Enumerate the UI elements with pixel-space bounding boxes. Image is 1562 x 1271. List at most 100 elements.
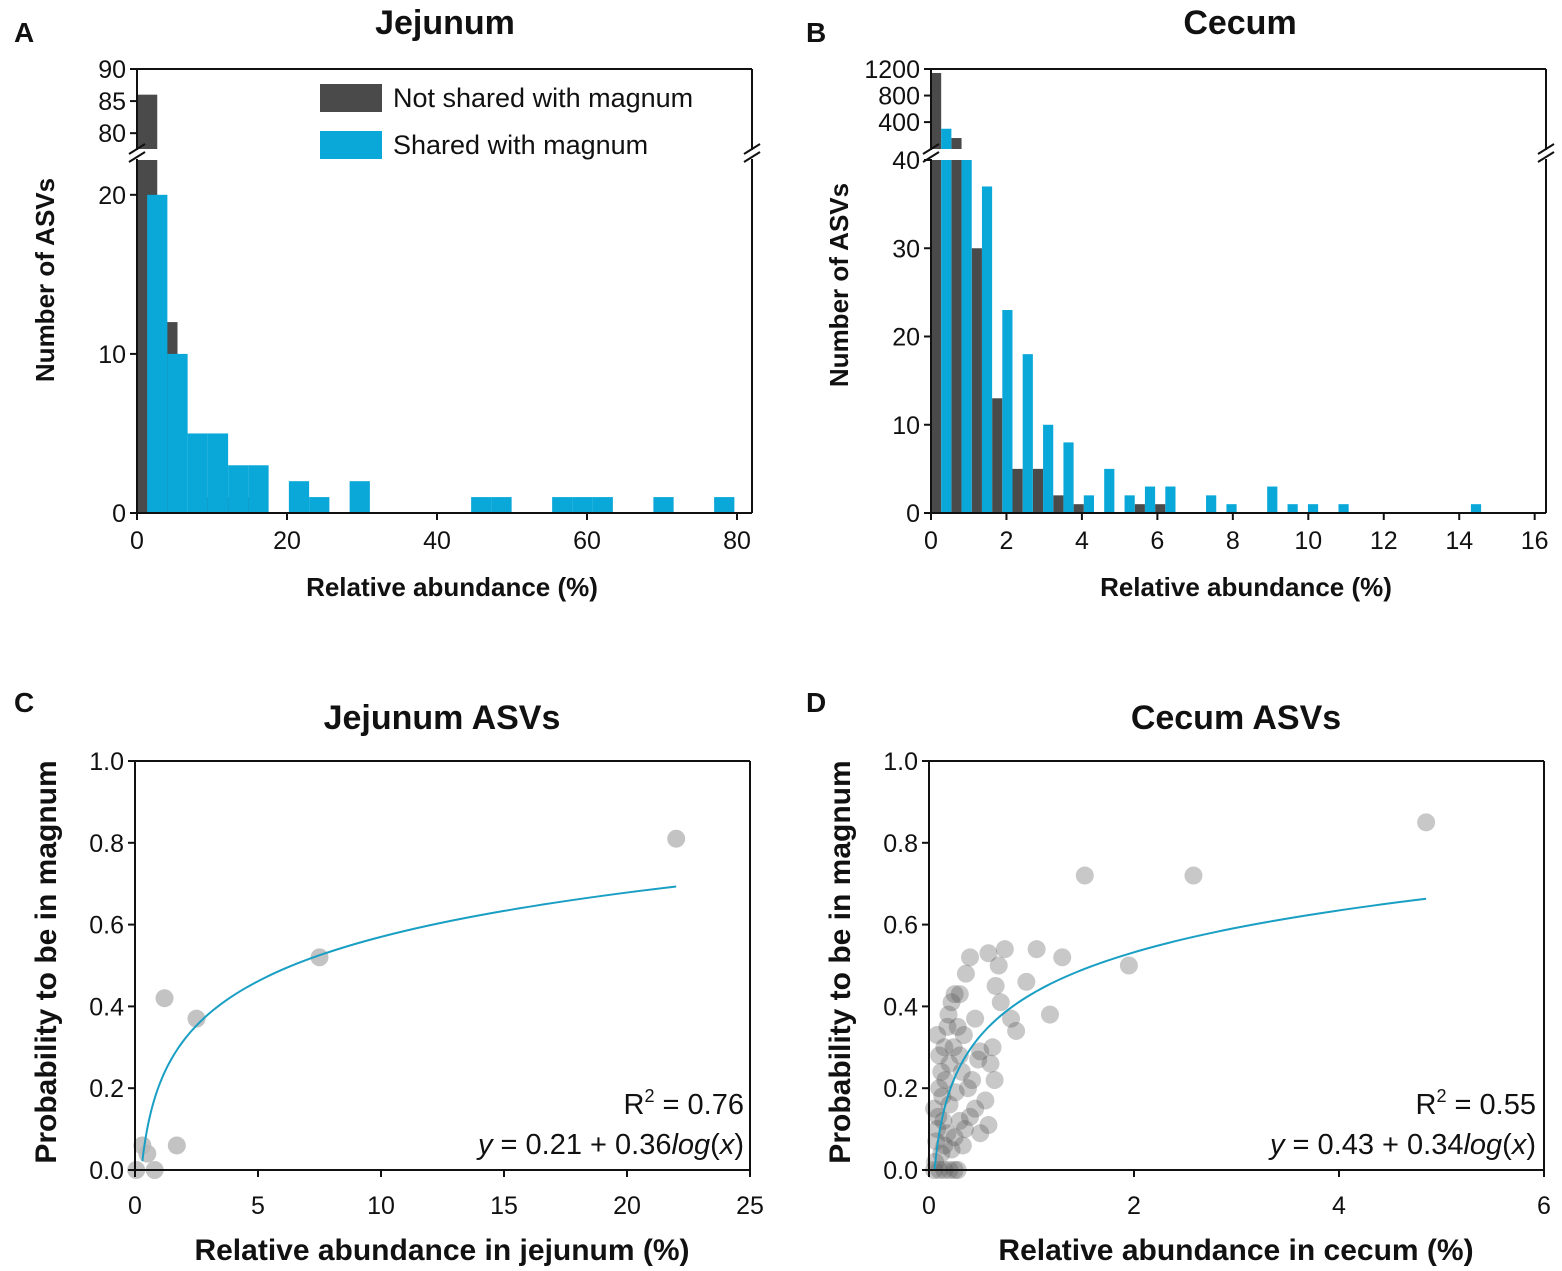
legend-swatch-not-shared <box>320 84 382 112</box>
b-y-tick-label-upper-0: 400 <box>878 109 920 137</box>
d-point-55 <box>938 1124 957 1143</box>
c-x-tick-label-2: 10 <box>367 1192 395 1220</box>
b-bar-not-shared-1-upper <box>951 138 962 149</box>
b-x-tick-label-1: 2 <box>1000 527 1014 555</box>
d-point-24 <box>981 1054 1000 1073</box>
d-point-3 <box>1119 956 1138 975</box>
d-x-tick-label-1: 2 <box>1127 1192 1141 1220</box>
d-point-46 <box>935 1136 954 1155</box>
a-x-tick-label-1: 20 <box>273 527 301 555</box>
b-x-tick-label-0: 0 <box>924 527 938 555</box>
a-bar-shared-5 <box>248 465 269 513</box>
c-y-tick-label-2: 0.4 <box>89 993 124 1021</box>
d-point-33 <box>938 1017 957 1036</box>
panel-d-points <box>925 813 1436 1179</box>
d-point-58 <box>963 1071 982 1090</box>
legend-label-not-shared: Not shared with magnum <box>393 83 693 113</box>
d-point-22 <box>971 1042 990 1061</box>
b-bar-shared-14 <box>1267 486 1278 513</box>
a-bar-shared-1 <box>167 353 188 513</box>
d-point-19 <box>942 993 961 1012</box>
d-point-57 <box>952 1062 971 1081</box>
d-point-63 <box>944 1038 963 1057</box>
panel-a-jejunum-histogram: A Jejunum 0 20 40 60 80 0 10 20 80 85 90 Relative… <box>14 4 762 602</box>
b-y-tick-label-lower-2: 20 <box>892 324 920 352</box>
b-x-tick-label-6: 12 <box>1370 527 1398 555</box>
a-bar-shared-14 <box>653 497 674 513</box>
panel-b-axes <box>921 68 1556 514</box>
b-x-tick-label-8: 16 <box>1521 527 1549 555</box>
d-point-32 <box>935 1038 954 1057</box>
b-y-tick-label-upper-2: 1200 <box>864 56 920 84</box>
d-point-14 <box>991 993 1010 1012</box>
c-point-6 <box>187 1009 206 1028</box>
b-bar-shared-10 <box>1144 486 1156 513</box>
a-bar-shared-4 <box>228 465 249 513</box>
d-point-21 <box>954 1026 973 1045</box>
d-point-31 <box>940 1054 959 1073</box>
panel-c-fit-line <box>141 885 677 1162</box>
panel-letter-d: D <box>806 687 826 718</box>
a-x-tick-label-3: 60 <box>573 527 601 555</box>
a-bar-shared-8 <box>349 481 370 513</box>
b-bar-not-shared-7 <box>1073 504 1084 513</box>
b-x-tick-label-2: 4 <box>1075 527 1089 555</box>
b-bar-not-shared-9 <box>1155 504 1166 513</box>
b-y-tick-label-lower-3: 30 <box>892 235 920 263</box>
b-bar-shared-7 <box>1083 495 1094 513</box>
b-bar-shared-0-upper <box>941 128 952 149</box>
b-y-tick-label-lower-0: 0 <box>906 500 920 528</box>
panel-b-x-axis-label: Relative abundance (%) <box>1100 572 1392 602</box>
d-point-15 <box>961 948 979 967</box>
c-x-tick-label-5: 25 <box>736 1192 764 1220</box>
d-point-11 <box>989 956 1008 975</box>
panel-b-x-ticks: 0 2 4 6 8 10 12 14 16 <box>924 513 1549 555</box>
panel-a-title: Jejunum <box>375 4 515 42</box>
d-point-0 <box>1417 813 1436 832</box>
b-bar-shared-8 <box>1104 468 1115 513</box>
d-point-13 <box>986 976 1005 995</box>
c-y-tick-label-1: 0.2 <box>89 1075 124 1103</box>
panel-c-y-ticks: 0.0 0.2 0.4 0.6 0.8 1.0 <box>89 748 135 1185</box>
b-break-mark-1-a <box>1537 143 1555 155</box>
b-bar-not-shared-6 <box>1053 495 1064 513</box>
a-break-mark-1-a <box>743 143 761 155</box>
b-x-tick-label-4: 8 <box>1226 527 1240 555</box>
b-bar-shared-5 <box>1043 424 1054 513</box>
c-point-2 <box>138 1144 157 1163</box>
a-break-mark-0-b <box>128 151 146 163</box>
a-y-tick-label-upper-0: 80 <box>98 120 126 148</box>
a-bar-shared-7 <box>309 497 330 513</box>
d-point-42 <box>950 1111 969 1130</box>
d-y-tick-label-5: 1.0 <box>883 748 918 776</box>
a-y-tick-label-lower-2: 20 <box>98 182 126 210</box>
panel-b-y-axis-label: Number of ASVs <box>824 183 854 387</box>
d-point-43 <box>955 1120 974 1139</box>
b-bar-not-shared-8 <box>1134 504 1145 513</box>
a-break-gap-0 <box>127 151 147 158</box>
c-y-tick-label-3: 0.6 <box>89 912 124 940</box>
b-bar-not-shared-0-upper <box>931 72 942 149</box>
c-point-8 <box>667 829 686 848</box>
d-point-60 <box>930 1046 949 1065</box>
panel-d-x-ticks: 0 2 4 6 <box>922 1170 1551 1220</box>
d-y-tick-label-2: 0.4 <box>883 993 918 1021</box>
c-y-tick-label-4: 0.8 <box>89 830 124 858</box>
c-point-5 <box>167 1136 186 1155</box>
legend: Not shared with magnum Shared with magnu… <box>320 83 693 160</box>
d-point-6 <box>1040 1005 1059 1024</box>
panel-c-x-axis-label: Relative abundance in jejunum (%) <box>194 1234 689 1267</box>
b-bar-shared-6 <box>1063 442 1074 513</box>
b-x-tick-label-5: 10 <box>1294 527 1322 555</box>
d-point-2 <box>1075 866 1094 885</box>
a-bar-shared-0 <box>147 194 168 513</box>
panel-c-r-squared: R2 = 0.76 <box>624 1086 744 1121</box>
b-x-tick-label-3: 6 <box>1150 527 1164 555</box>
panel-d-r-squared: R2 = 0.55 <box>1416 1086 1536 1121</box>
b-bar-shared-15 <box>1287 504 1298 513</box>
panel-c-title: Jejunum ASVs <box>324 699 561 737</box>
a-x-tick-label-4: 80 <box>723 527 751 555</box>
d-point-17 <box>950 985 969 1004</box>
b-bar-shared-1 <box>961 160 972 513</box>
